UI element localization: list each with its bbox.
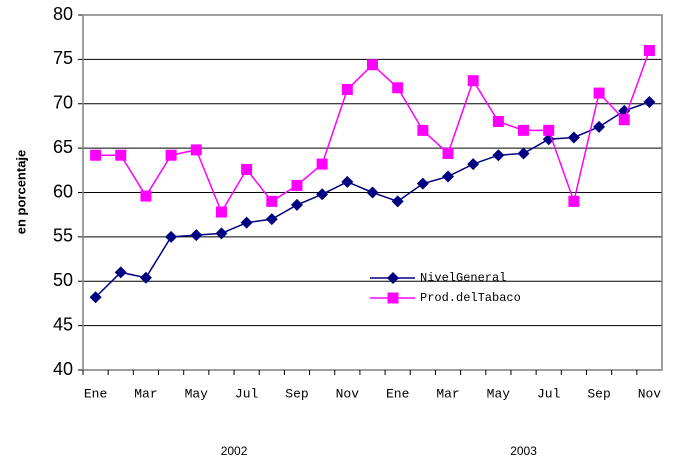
marker <box>391 195 404 208</box>
legend-label: NivelGeneral <box>420 271 506 285</box>
marker <box>114 266 127 279</box>
marker <box>190 144 202 156</box>
marker <box>240 216 253 229</box>
x-tick-label: May <box>185 386 209 401</box>
y-tick-label: 65 <box>53 137 73 157</box>
marker <box>266 195 278 207</box>
year-label: 2003 <box>510 444 537 458</box>
line <box>95 101 650 298</box>
marker <box>643 45 655 56</box>
marker <box>643 95 656 108</box>
marker <box>190 229 203 242</box>
marker <box>517 147 530 160</box>
marker <box>316 188 329 201</box>
y-tick-label: 60 <box>53 181 73 201</box>
x-tick-label: Ene <box>386 386 409 401</box>
marker <box>568 195 580 207</box>
marker <box>140 190 152 202</box>
marker <box>165 149 177 161</box>
x-tick-label: Jul <box>235 386 259 401</box>
legend-marker <box>387 272 399 284</box>
x-tick-label: Sep <box>285 386 308 401</box>
marker <box>115 149 127 161</box>
marker <box>543 124 555 136</box>
marker <box>367 59 378 71</box>
marker <box>316 158 328 170</box>
marker <box>542 133 555 146</box>
x-tick-label: Ene <box>84 386 107 401</box>
x-tick-label: Nov <box>638 386 662 401</box>
marker <box>467 158 480 171</box>
marker <box>492 149 505 162</box>
marker <box>265 213 278 226</box>
marker <box>593 120 606 133</box>
marker <box>618 114 630 126</box>
marker <box>291 179 303 191</box>
marker <box>442 170 455 183</box>
marker <box>593 87 605 99</box>
year-label: 2002 <box>221 444 248 458</box>
marker <box>442 147 454 159</box>
marker <box>416 177 429 190</box>
y-tick-label: 75 <box>53 48 73 68</box>
y-tick-label: 50 <box>53 270 73 290</box>
y-tick-label: 40 <box>53 359 73 379</box>
marker <box>215 206 227 218</box>
legend-label: Prod.delTabaco <box>420 291 521 305</box>
y-tick-label: 45 <box>53 314 73 334</box>
marker <box>366 186 379 199</box>
marker <box>341 84 353 96</box>
legend-marker <box>387 292 399 304</box>
x-tick-label: Jul <box>537 386 561 401</box>
x-tick-label: Nov <box>336 386 360 401</box>
plot-border <box>82 14 663 371</box>
marker <box>392 82 404 94</box>
marker <box>618 104 631 117</box>
marker <box>241 163 253 175</box>
y-tick-label: 55 <box>53 226 73 246</box>
y-tick-label: 70 <box>53 93 73 113</box>
marker <box>139 271 152 284</box>
y-axis-label: en porcentaje <box>13 150 28 235</box>
marker <box>215 227 228 240</box>
x-tick-label: Mar <box>134 386 157 401</box>
marker <box>417 124 429 136</box>
marker <box>467 75 479 87</box>
marker <box>518 124 530 136</box>
y-tick-label: 80 <box>53 4 73 24</box>
x-tick-label: May <box>487 386 511 401</box>
marker <box>165 230 178 243</box>
marker <box>89 291 102 304</box>
marker <box>567 131 580 144</box>
marker <box>341 175 354 188</box>
marker <box>90 149 102 161</box>
marker <box>492 116 504 127</box>
x-tick-label: Sep <box>587 386 610 401</box>
marker <box>290 198 303 211</box>
x-tick-label: Mar <box>436 386 459 401</box>
